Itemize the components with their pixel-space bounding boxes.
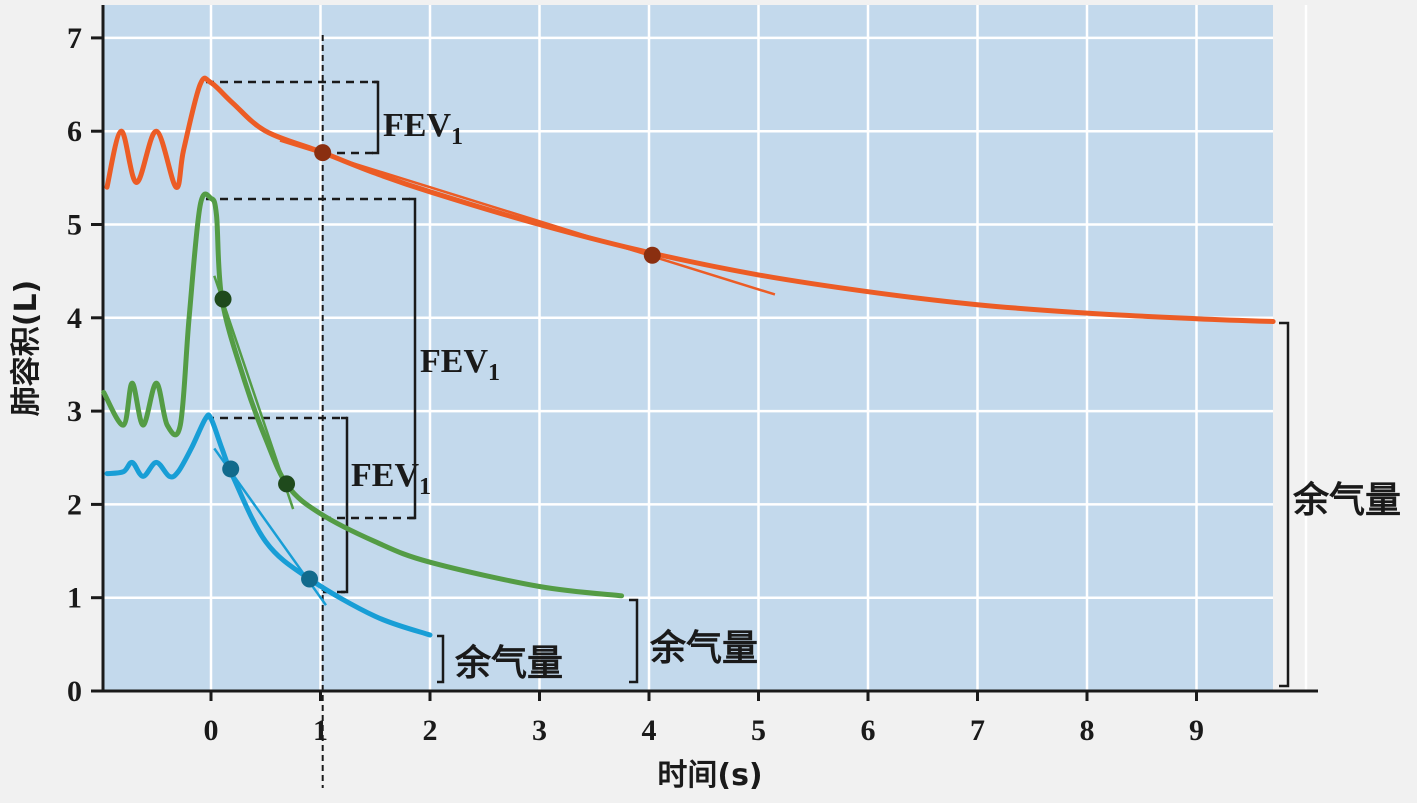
y-tick-label: 3 [67,395,82,428]
orange-marker-point [643,246,661,264]
plot-background [103,5,1273,691]
y-axis-title: 肺容积(L) [9,280,44,417]
y-tick-label: 6 [67,115,82,148]
residual-orange-bracket [1279,321,1290,688]
y-tick-label: 0 [67,675,82,708]
residual-volume-label-orange: 余气量 [1292,479,1401,521]
series-layer [101,75,1276,638]
y-tick-label: 5 [67,209,82,242]
residual-green-bracket [629,598,639,684]
y-tick-label: 4 [67,302,82,335]
x-tick-label: 0 [204,714,219,747]
fev1-green-dashed-box [206,197,415,520]
x-ticks: 0 1 2 3 4 5 6 7 8 9 [204,691,1204,747]
blue-marker-point [222,460,240,478]
fev1-blue-bracket [341,416,349,594]
residual-volume-label-green: 余气量 [649,627,758,669]
green-curve [101,191,625,599]
fev1-green-bracket [409,197,417,520]
x-tick-label: 9 [1189,714,1204,747]
axes [101,5,1318,693]
x-tick-label: 3 [532,714,547,747]
orange-tangent-line [279,139,776,296]
y-tick-label: 1 [67,582,82,615]
x-tick-label: 6 [861,714,876,747]
fev1-orange-label: FEV1 [383,107,463,150]
blue-marker-point [301,570,319,588]
fev1-orange-bracket [372,80,380,155]
residual-blue-bracket [437,634,445,684]
fev1-green-label: FEV1 [420,343,500,386]
x-tick-label: 4 [642,714,657,747]
x-axis-title: 时间(s) [657,758,762,793]
y-ticks: 0 1 2 3 4 5 6 7 [67,22,103,708]
gridlines [103,5,1308,691]
residual-volume-label-blue: 余气量 [454,642,563,684]
blue-curve [104,412,433,638]
green-marker-point [214,290,232,308]
fev1-orange-dashed-box [206,80,378,155]
green-tangent-line [213,275,295,510]
x-tick-label: 5 [751,714,766,747]
x-tick-label: 2 [423,714,438,747]
fev1-blue-label: FEV1 [351,457,431,500]
x-tick-label: 8 [1080,714,1095,747]
x-tick-label: 1 [313,714,328,747]
orange-curve [104,75,1276,324]
y-tick-label: 2 [67,488,82,521]
y-tick-label: 7 [67,22,82,55]
green-marker-point [278,475,296,493]
x-tick-label: 7 [970,714,985,747]
orange-marker-point [314,144,332,162]
annotation-labels: FEV1 FEV1 FEV1 余气量 余气量 余气量 [351,107,1401,684]
